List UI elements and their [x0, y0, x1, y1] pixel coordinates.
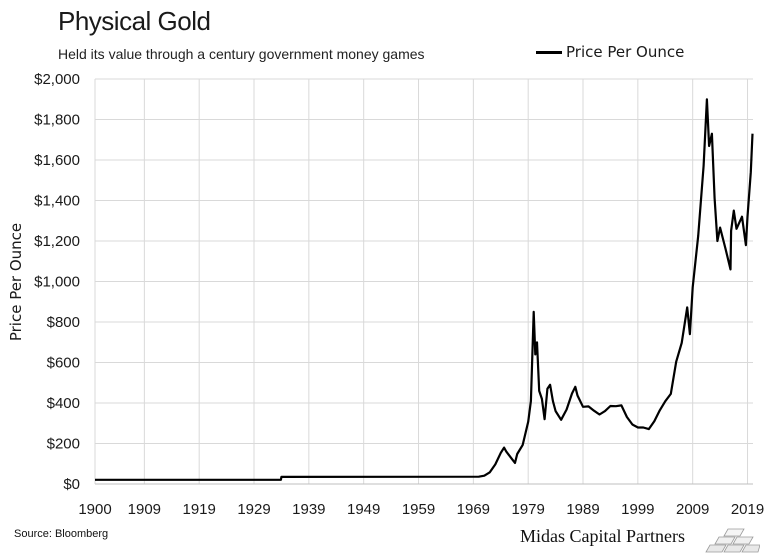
- y-tick-label: $1,600: [34, 152, 80, 169]
- x-tick-label: 1919: [182, 501, 215, 518]
- grid-lines: [94, 78, 753, 484]
- x-tick-label: 1909: [128, 501, 161, 518]
- price-per-ounce-line: [95, 98, 754, 481]
- x-tick-label: 1999: [621, 501, 654, 518]
- legend-label: Price Per Ounce: [566, 43, 685, 61]
- x-tick-label: 1900: [78, 501, 111, 518]
- y-tick-label: $1,400: [34, 193, 80, 210]
- legend: Price Per Ounce: [536, 43, 684, 61]
- x-tick-label: 2019: [731, 501, 764, 518]
- y-tick-label: $0: [63, 476, 80, 493]
- y-axis-label: Price Per Ounce: [7, 223, 25, 341]
- x-tick-label: 1939: [292, 501, 325, 518]
- x-tick-label: 1979: [511, 501, 544, 518]
- y-tick-label: $400: [47, 395, 80, 412]
- y-tick-label: $200: [47, 436, 80, 453]
- chart-subtitle: Held its value through a century governm…: [58, 46, 425, 62]
- y-tick-label: $600: [47, 355, 80, 372]
- x-tick-label: 2009: [676, 501, 709, 518]
- source-note: Source: Bloomberg: [14, 528, 109, 540]
- y-tick-label: $1,800: [34, 112, 80, 129]
- y-tick-label: $800: [47, 314, 80, 331]
- y-axis-ticks: $0 $200 $400 $600 $800 $1,000 $1,200 $1,400 $1,6…: [34, 71, 80, 493]
- y-tick-label: $2,000: [34, 71, 80, 88]
- x-tick-label: 1929: [237, 501, 270, 518]
- x-tick-label: 1949: [347, 501, 380, 518]
- x-tick-label: 1959: [402, 501, 435, 518]
- brand-name: Midas Capital Partners: [520, 526, 685, 546]
- y-tick-label: $1,200: [34, 233, 80, 250]
- x-axis-ticks: 1900 1909 1919 1929 1939 1949 1959 1969 1979 1989…: [78, 501, 764, 518]
- price-series: [95, 98, 754, 481]
- x-tick-label: 1969: [457, 501, 490, 518]
- gold-bars-icon: [705, 528, 760, 553]
- x-tick-label: 1989: [566, 501, 599, 518]
- chart-title: Physical Gold: [58, 6, 211, 36]
- y-tick-label: $1,000: [34, 274, 80, 291]
- legend-line-swatch: [536, 50, 562, 54]
